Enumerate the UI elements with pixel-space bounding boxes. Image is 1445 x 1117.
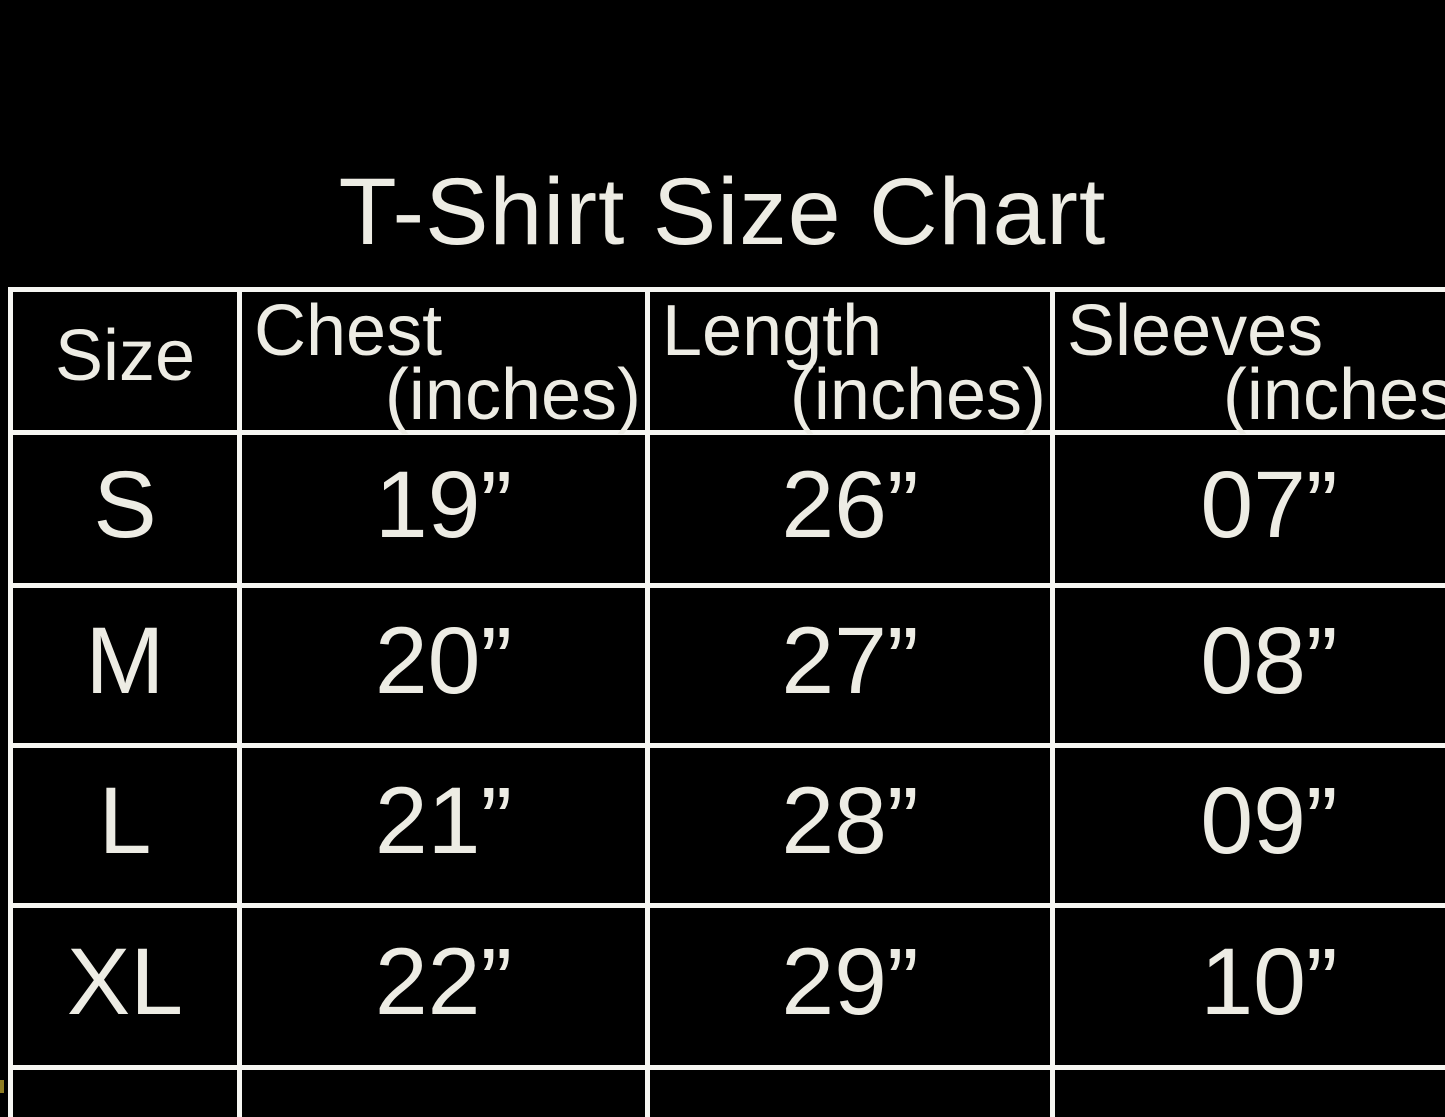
cell-chest-xl: 22”	[237, 903, 650, 1070]
cell-size-s: S	[8, 430, 242, 588]
header-sleeves-unit: (inches)	[1222, 355, 1445, 435]
header-chest: Chest (inches)	[237, 287, 650, 435]
header-chest-unit: (inches)	[384, 355, 641, 435]
header-size: Size	[8, 287, 242, 435]
cell-chest-m: 20”	[237, 583, 650, 748]
header-length-label: Length	[662, 291, 883, 371]
table-header-row: Size Chest (inches) Length (inches) Slee…	[8, 287, 1445, 435]
header-sleeves-label: Sleeves	[1067, 291, 1324, 371]
cell-size-l: L	[8, 743, 242, 908]
cell-length-s: 26”	[645, 430, 1055, 588]
cell-partial-4	[1050, 1065, 1445, 1117]
edge-artifact	[0, 1080, 4, 1093]
cell-size-m: M	[8, 583, 242, 748]
table-row-l: L 21” 28” 09”	[8, 743, 1445, 908]
table-row-s: S 19” 26” 07”	[8, 430, 1445, 588]
cell-sleeves-xl: 10”	[1050, 903, 1445, 1070]
cell-length-xl: 29”	[645, 903, 1055, 1070]
cell-sleeves-s: 07”	[1050, 430, 1445, 588]
cell-partial-1	[8, 1065, 242, 1117]
header-length: Length (inches)	[645, 287, 1055, 435]
header-chest-label: Chest	[254, 291, 443, 371]
cell-chest-s: 19”	[237, 430, 650, 588]
cell-sleeves-m: 08”	[1050, 583, 1445, 748]
table-row-xl: XL 22” 29” 10”	[8, 903, 1445, 1070]
cell-sleeves-l: 09”	[1050, 743, 1445, 908]
cell-length-l: 28”	[645, 743, 1055, 908]
size-chart-table: Size Chest (inches) Length (inches) Slee…	[8, 287, 1445, 1117]
page-title: T-Shirt Size Chart	[338, 159, 1107, 265]
cell-partial-3	[645, 1065, 1055, 1117]
table-row-m: M 20” 27” 08”	[8, 583, 1445, 748]
header-length-unit: (inches)	[789, 355, 1046, 435]
cell-length-m: 27”	[645, 583, 1055, 748]
header-size-label: Size	[54, 316, 196, 396]
header-sleeves: Sleeves (inches)	[1050, 287, 1445, 435]
cell-chest-l: 21”	[237, 743, 650, 908]
cell-partial-2	[237, 1065, 650, 1117]
cell-size-xl: XL	[8, 903, 242, 1070]
table-row-partial	[8, 1065, 1445, 1117]
